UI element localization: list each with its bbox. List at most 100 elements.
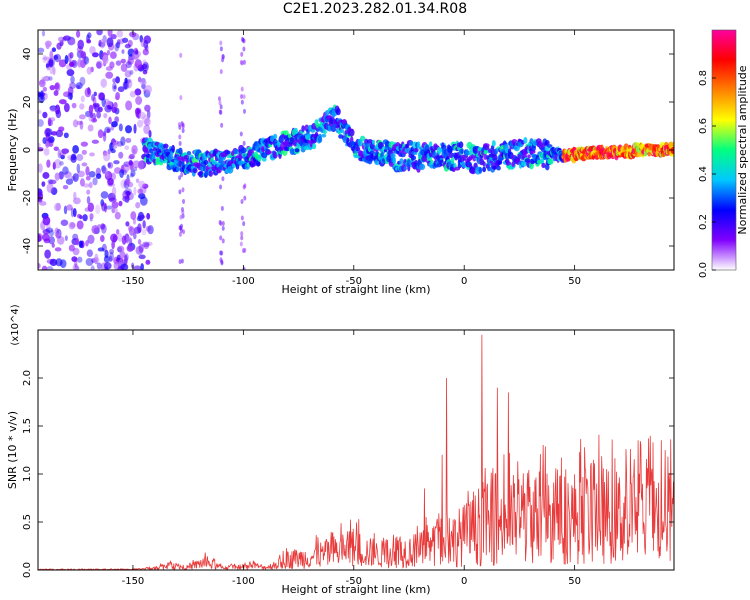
y-tick-label: 20 xyxy=(22,96,33,109)
spectrogram-signal-cell xyxy=(272,151,278,159)
spectrogram-noise-cell xyxy=(146,110,151,119)
spectrogram-noise-cell xyxy=(110,233,118,243)
spectrogram-noise-cell xyxy=(111,172,117,181)
spectrogram-signal-cell xyxy=(540,157,545,165)
spectrogram-signal-cell xyxy=(163,143,169,149)
spectrogram-noise-cell xyxy=(43,148,50,156)
spectrogram-noise-cell xyxy=(125,61,132,69)
spectrogram-x-label: Height of straight line (km) xyxy=(281,283,430,296)
spectrogram-noise-cell xyxy=(107,162,111,168)
spectrogram-y-label: Frequency (Hz) xyxy=(6,109,19,192)
spectrogram-noise-cell xyxy=(80,95,85,103)
snr-frame xyxy=(37,329,675,571)
spectrogram-noise-cell xyxy=(137,211,145,222)
spectrogram-noise-cell xyxy=(138,243,144,253)
spectrogram-signal-cell xyxy=(491,140,496,147)
spectrogram-noise-cell xyxy=(95,173,102,179)
spectrogram-noise-cell xyxy=(38,119,44,127)
spectrogram-noise-cell xyxy=(142,241,150,248)
spectrogram-noise-cell xyxy=(57,36,65,42)
spectrogram-streak-cell xyxy=(180,172,184,178)
spectrogram-noise-cell xyxy=(110,34,117,40)
spectrogram-signal-cell xyxy=(404,146,409,153)
spectrogram-noise-cell xyxy=(42,111,48,119)
chart-title: C2E1.2023.282.01.34.R08 xyxy=(282,1,468,17)
spectrogram-signal-cell xyxy=(311,143,317,150)
spectrogram-streak-cell xyxy=(219,257,223,263)
spectrogram-streak-cell xyxy=(240,199,244,205)
spectrogram-noise-cell xyxy=(49,106,58,113)
spectrogram-noise-cell xyxy=(77,170,85,178)
spectrogram-streak-cell xyxy=(219,40,223,46)
y-tick-label: -40 xyxy=(22,238,33,254)
y-tick-label: 1.0 xyxy=(22,466,33,482)
spectrogram-noise-cell xyxy=(95,60,103,69)
spectrogram-signal-cell xyxy=(178,147,183,155)
spectrogram-streak-cell xyxy=(221,225,225,231)
spectrogram-noise-cell xyxy=(97,247,105,252)
spectrogram-noise-cell xyxy=(48,236,55,245)
spectrogram-signal-cell xyxy=(355,146,361,152)
spectrogram-streak-cell xyxy=(219,104,223,110)
spectrogram-noise-cell xyxy=(88,104,94,115)
spectrogram-noise-cell xyxy=(119,250,126,259)
spectrogram-noise-cell xyxy=(85,257,94,267)
spectrogram-noise-cell xyxy=(111,121,118,128)
colorbar-frame xyxy=(711,29,737,271)
spectrogram-noise-cell xyxy=(103,262,112,270)
spectrogram-noise-cell xyxy=(106,49,111,56)
spectrogram-noise-cell xyxy=(113,102,118,109)
spectrogram-noise-cell xyxy=(91,117,98,123)
spectrogram-y-ticks: -40 -20 0 20 40 xyxy=(22,48,674,254)
spectrogram-noise-cell xyxy=(116,245,125,253)
spectrogram-noise-cell xyxy=(58,99,67,105)
spectrogram-streak-cell xyxy=(178,140,182,146)
spectrogram-noise-cell xyxy=(82,214,88,222)
spectrogram-noise-cell xyxy=(46,266,54,270)
colorbar-tick-label: 0.6 xyxy=(698,118,709,134)
spectrogram-streak-cell xyxy=(219,69,223,75)
spectrogram-noise-cell xyxy=(89,213,94,220)
spectrogram-signal-cell xyxy=(544,139,550,146)
spectrogram-noise-cell xyxy=(118,200,123,207)
spectrogram-noise-cell xyxy=(38,94,45,104)
spectrogram-noise-cell xyxy=(91,139,100,144)
spectrogram-signal-cell xyxy=(323,129,327,135)
spectrogram-noise-cell xyxy=(80,51,86,59)
spectrogram-noise-cell xyxy=(42,215,51,226)
spectrogram-signal-cell xyxy=(364,142,371,148)
spectrogram-streak-cell xyxy=(243,195,247,201)
spectrogram-noise-cell xyxy=(63,132,69,139)
spectrogram-noise-cell xyxy=(41,30,46,37)
spectrogram-noise-cell xyxy=(119,38,125,45)
spectrogram-noise-cell xyxy=(42,86,47,92)
spectrogram-signal-cell xyxy=(647,151,651,157)
spectrogram-noise-cell xyxy=(129,173,134,178)
spectrogram-noise-cell xyxy=(45,128,53,137)
spectrogram-noise-cell xyxy=(122,80,130,90)
spectrogram-signal-cell xyxy=(186,150,192,156)
spectrogram-signal-cell xyxy=(339,128,345,134)
spectrogram-noise-cell xyxy=(79,103,85,110)
spectrogram-noise-cell xyxy=(103,113,108,119)
spectrogram-noise-cell xyxy=(105,205,113,210)
spectrogram-streak-cell xyxy=(240,60,244,66)
spectrogram-noise-cell xyxy=(144,117,151,127)
spectrogram-signal-cell xyxy=(171,144,175,153)
spectrogram-streak-cell xyxy=(221,238,225,244)
spectrogram-signal-cell xyxy=(523,137,528,144)
spectrogram-noise-cell xyxy=(98,39,102,47)
spectrogram-signal-cell xyxy=(441,144,447,149)
spectrogram-noise-cell xyxy=(52,161,56,170)
spectrogram-noise-cell xyxy=(68,61,75,67)
spectrogram-noise-cell xyxy=(41,76,45,85)
spectrogram-noise-cell xyxy=(52,66,56,76)
spectrogram-noise-cell xyxy=(70,207,75,218)
spectrogram-noise-cell xyxy=(70,75,75,84)
spectrogram-noise-cell xyxy=(76,120,83,125)
spectrogram-noise-cell xyxy=(100,78,107,88)
spectrogram-streak-cell xyxy=(221,54,225,60)
spectrogram-streak-cell xyxy=(240,231,244,237)
spectrogram-noise-cell xyxy=(100,234,105,242)
spectrogram-signal-cell xyxy=(399,158,404,165)
